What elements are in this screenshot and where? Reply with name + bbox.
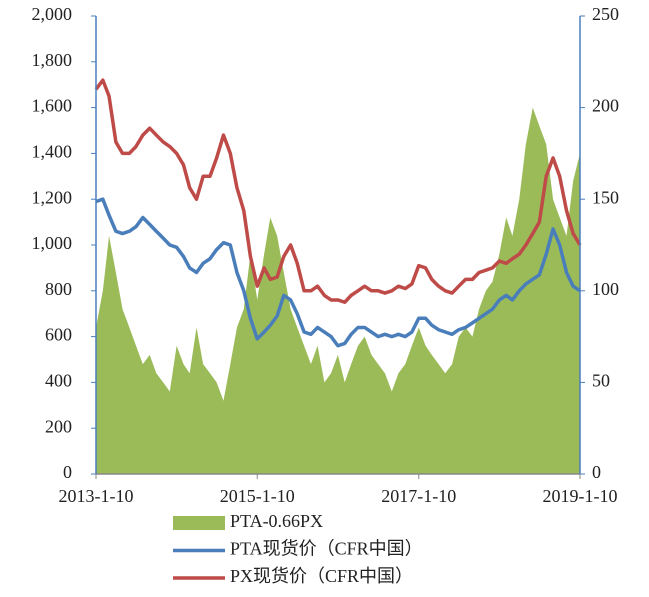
y-tick-label: 1,200 bbox=[32, 187, 73, 207]
legend-swatch bbox=[173, 516, 225, 530]
line bbox=[95, 197, 581, 348]
y-tick-label: 400 bbox=[45, 371, 72, 391]
x-tick-label: 2015-1-10 bbox=[220, 486, 295, 506]
y-tick-label: 200 bbox=[45, 416, 72, 436]
y2-tick-label: 100 bbox=[592, 279, 619, 299]
line bbox=[94, 78, 582, 304]
y2-tick-label: 0 bbox=[592, 462, 601, 482]
y-tick-label: 1,800 bbox=[32, 50, 73, 70]
y2-tick-label: 50 bbox=[592, 371, 610, 391]
y-tick-label: 1,000 bbox=[32, 233, 73, 253]
y-tick-label: 1,400 bbox=[32, 142, 73, 162]
y-tick-label: 1,600 bbox=[32, 96, 73, 116]
legend-label: PTA-0.66PX bbox=[230, 511, 323, 531]
x-tick-label: 2019-1-10 bbox=[543, 486, 618, 506]
y-tick-label: 800 bbox=[45, 279, 72, 299]
y2-tick-label: 150 bbox=[592, 187, 619, 207]
area bbox=[96, 107, 580, 474]
y2-tick-label: 200 bbox=[592, 96, 619, 116]
x-tick-label: 2013-1-10 bbox=[59, 486, 134, 506]
legend-label: PX现货价（CFR中国） bbox=[230, 566, 413, 586]
y-tick-label: 2,000 bbox=[32, 4, 73, 24]
y-tick-label: 0 bbox=[63, 462, 72, 482]
x-tick-label: 2017-1-10 bbox=[381, 486, 456, 506]
y-tick-label: 600 bbox=[45, 325, 72, 345]
y2-tick-label: 250 bbox=[592, 4, 619, 24]
legend-label: PTA现货价（CFR中国） bbox=[230, 539, 423, 559]
